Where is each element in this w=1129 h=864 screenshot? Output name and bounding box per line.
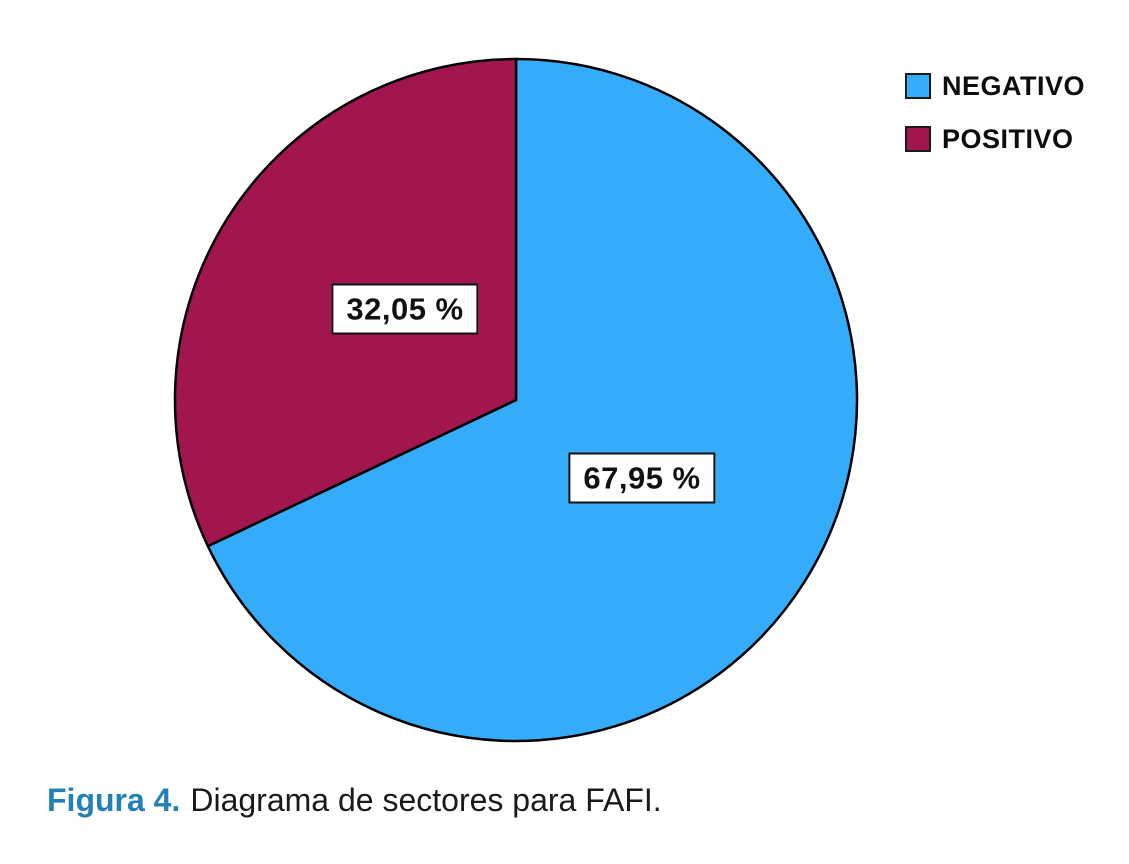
pie-slice-negativo: [206, 57, 859, 743]
caption-text: Diagrama de sectores para FAFI.: [190, 782, 662, 818]
legend-swatch-negativo-icon: [905, 73, 931, 99]
figure-caption: Figura 4. Diagrama de sectores para FAFI.: [47, 782, 662, 819]
caption-prefix: Figura 4.: [47, 782, 181, 818]
legend-label-negativo: NEGATIVO: [942, 70, 1086, 101]
legend-swatch-positivo-icon: [905, 126, 931, 152]
slice-label-negativo: 67,95 %: [568, 452, 716, 504]
legend-item-negativo: NEGATIVO: [905, 70, 1086, 101]
legend: NEGATIVO POSITIVO: [905, 70, 1086, 154]
legend-item-positivo: POSITIVO: [905, 123, 1085, 154]
legend-label-positivo: POSITIVO: [942, 123, 1074, 154]
slice-label-positivo: 32,05 %: [331, 283, 479, 335]
